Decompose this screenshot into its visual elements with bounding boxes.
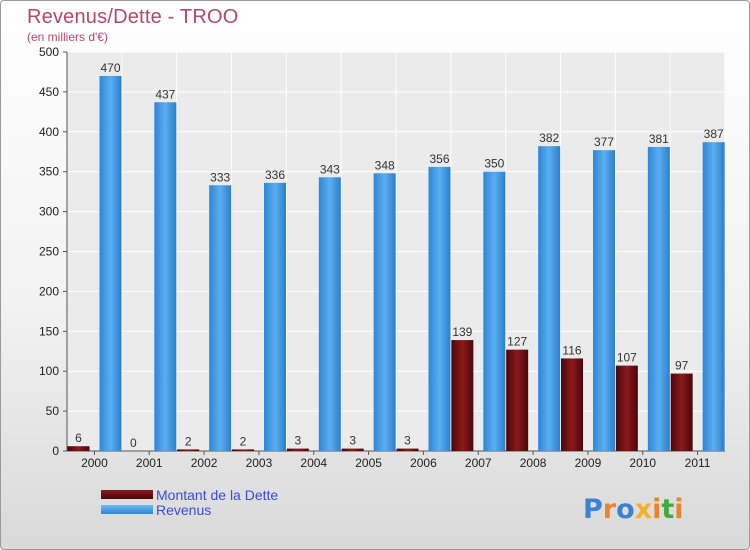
data-label-debt-2007: 139 [452, 325, 472, 339]
data-label-revenue-2003: 336 [265, 168, 285, 182]
chart-title: Revenus/Dette - TROO [27, 6, 239, 28]
bar-debt-2011 [670, 373, 693, 451]
data-label-debt-2010: 107 [617, 351, 637, 365]
grid-lines [66, 51, 726, 452]
bar-debt-2002 [177, 449, 200, 451]
x-tick-label-2005: 2005 [355, 456, 382, 470]
bar-revenue-2003 [264, 182, 286, 451]
legend-label-revenue: Revenus [156, 502, 212, 518]
bar-revenue-2001 [154, 102, 177, 452]
x-tick-label-2007: 2007 [465, 456, 492, 470]
data-labels: 6 470 0 437 2 333 2 336 3 343 3 348 3 356 139 350 127 382… [75, 61, 724, 450]
data-label-debt-2008: 127 [507, 335, 527, 349]
data-label-revenue-2005: 348 [375, 158, 395, 172]
bar-debt-2008 [506, 349, 529, 451]
x-tick-label-2004: 2004 [300, 456, 327, 470]
y-tick-label-250: 250 [39, 245, 59, 259]
legend-swatch-revenue [101, 505, 153, 514]
legend-swatch-debt [101, 490, 153, 499]
y-tick-label-100: 100 [39, 364, 59, 378]
data-label-debt-2009: 116 [562, 343, 581, 357]
data-label-debt-2002: 2 [185, 434, 192, 448]
y-tick-label-0: 0 [52, 444, 59, 458]
y-tick-label-300: 300 [39, 205, 59, 219]
data-label-revenue-2002: 333 [210, 170, 230, 184]
y-tick-label-400: 400 [39, 125, 59, 139]
data-label-revenue-2001: 437 [155, 87, 175, 101]
bar-revenue-2010 [647, 146, 670, 451]
bar-revenue-2000 [99, 75, 122, 451]
y-tick-label-350: 350 [39, 165, 59, 179]
data-label-debt-2001: 0 [130, 436, 137, 450]
y-tick-label-200: 200 [39, 284, 59, 298]
y-tick-label-50: 50 [46, 404, 60, 418]
data-label-debt-2005: 3 [349, 434, 356, 448]
bar-debt-2010 [615, 365, 638, 451]
x-tick-label-2003: 2003 [246, 456, 273, 470]
data-label-debt-2004: 3 [294, 434, 301, 448]
data-label-revenue-2010: 381 [649, 132, 669, 146]
brand-letter: t [661, 494, 674, 525]
data-label-debt-2011: 97 [675, 359, 689, 373]
data-label-revenue-2000: 470 [100, 61, 120, 75]
x-tick-label-2001: 2001 [136, 456, 163, 470]
bar-revenue-2004 [318, 177, 341, 451]
bar-revenue-2005 [373, 173, 396, 451]
legend-label-debt: Montant de la Dette [156, 487, 279, 503]
brand-letter: i [652, 494, 661, 525]
data-label-revenue-2004: 343 [320, 162, 340, 176]
y-tick-label-150: 150 [39, 324, 59, 338]
x-tick-label-2010: 2010 [629, 456, 656, 470]
x-tick-label-2002: 2002 [191, 456, 218, 470]
bar-debt-2009 [561, 358, 583, 451]
x-tick-label-2008: 2008 [520, 456, 547, 470]
data-label-revenue-2011: 387 [704, 127, 724, 141]
data-label-revenue-2008: 382 [539, 131, 559, 145]
x-tick-label-2006: 2006 [410, 456, 437, 470]
x-tick-label-2009: 2009 [575, 456, 602, 470]
brand-letter: P [583, 494, 603, 525]
bars [67, 75, 725, 452]
y-tick-label-450: 450 [39, 85, 59, 99]
bar-revenue-2008 [538, 146, 561, 451]
bar-debt-2007 [451, 340, 474, 451]
data-label-revenue-2007: 350 [484, 157, 504, 171]
brand-letter: r [603, 494, 617, 525]
data-label-revenue-2006: 356 [429, 152, 449, 166]
bar-debt-2003 [232, 449, 254, 451]
brand-letter: x [635, 494, 652, 525]
bar-debt-2005 [341, 448, 364, 451]
data-label-revenue-2009: 377 [594, 135, 614, 149]
brand-text: Proxiti [583, 494, 684, 525]
bar-revenue-2007 [483, 171, 506, 451]
bar-revenue-2006 [428, 166, 451, 452]
data-label-debt-2000: 6 [75, 431, 82, 445]
brand-letter: i [674, 494, 683, 525]
bar-revenue-2009 [593, 150, 615, 452]
brand-letter: o [616, 494, 635, 525]
bar-debt-2000 [67, 446, 90, 451]
bar-debt-2004 [286, 448, 309, 451]
proxiti-logo: Proxiti [583, 494, 684, 525]
bar-revenue-2002 [209, 185, 232, 452]
chart-subtitle: (en milliers d'€) [27, 30, 108, 44]
y-tick-label-500: 500 [39, 45, 59, 59]
data-label-debt-2006: 3 [404, 434, 411, 448]
data-label-debt-2003: 2 [240, 434, 247, 448]
x-tick-label-2011: 2011 [685, 456, 711, 470]
bar-revenue-2011 [702, 142, 725, 451]
bar-debt-2006 [396, 448, 419, 451]
x-tick-label-2000: 2000 [81, 456, 108, 470]
